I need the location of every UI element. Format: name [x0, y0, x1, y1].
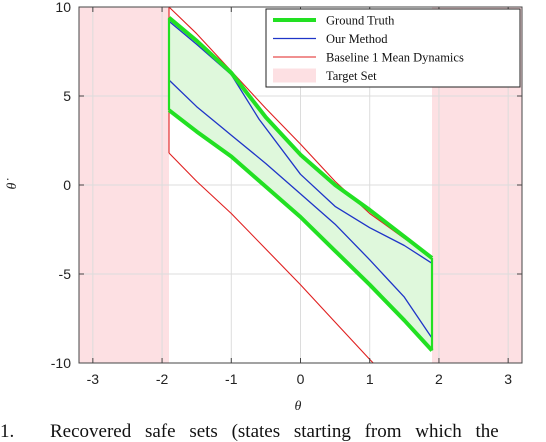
caption-text: Recovered safe sets (states starting fro… [50, 421, 499, 442]
x-tick-label: -3 [87, 371, 100, 387]
x-tick-label: 0 [297, 371, 305, 387]
y-tick-label: -5 [59, 266, 72, 282]
y-tick-label: 10 [55, 0, 71, 15]
x-axis-label: θ [295, 399, 302, 414]
ground-truth-upper-boundary [167, 16, 434, 260]
legend: Ground Truth Our Method Baseline 1 Mean Dy… [265, 8, 521, 88]
series-layer [167, 6, 434, 364]
series-ground-truth [167, 16, 434, 352]
x-tick-label: 2 [435, 371, 443, 387]
fill-layer [169, 17, 432, 351]
our-method-lower-boundary [168, 79, 433, 339]
legend-label-ground-truth: Ground Truth [326, 14, 395, 28]
x-tick-label: -2 [156, 371, 169, 387]
baseline-1-mean-dynamics-lower-boundary [168, 152, 374, 364]
ground-truth-lower-boundary [167, 108, 434, 352]
legend-label-baseline-1-mean-dynamics: Baseline 1 Mean Dynamics [326, 51, 464, 65]
x-tick-label: 3 [504, 371, 512, 387]
x-tick-label: -1 [225, 371, 238, 387]
figure-caption: 1. Recovered safe sets (states starting … [0, 418, 546, 442]
y-tick-label: -10 [51, 355, 71, 371]
legend-label-our-method: Our Method [326, 32, 388, 46]
ground-truth-fill [169, 17, 432, 351]
legend-swatch-target-set [273, 68, 316, 83]
y-tick-label: 5 [63, 88, 71, 104]
our-method-upper-boundary [168, 20, 433, 264]
y-axis-label: θ̇ [5, 179, 20, 190]
caption-number: 1. [0, 421, 15, 442]
legend-label-target-set: Target Set [326, 69, 377, 83]
y-tick-label: 0 [63, 177, 71, 193]
x-tick-label: 1 [366, 371, 374, 387]
